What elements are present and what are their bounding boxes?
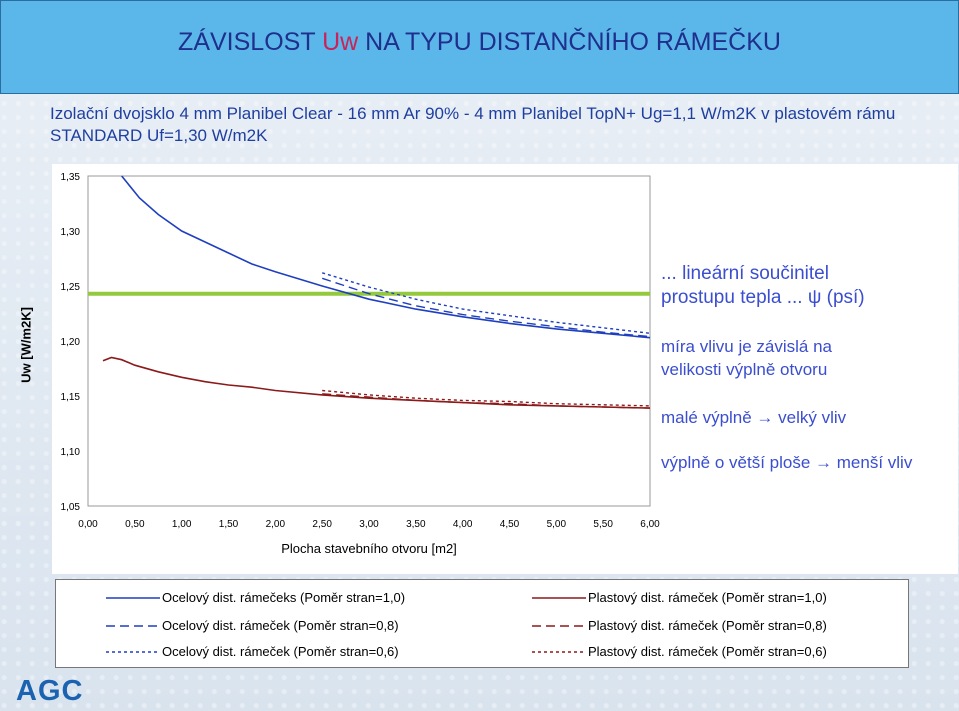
legend-swatch <box>106 625 160 627</box>
x-tick-label: 0,00 <box>78 519 98 530</box>
annotation-line1: ... lineární součinitel <box>661 263 829 284</box>
chart-legend: Ocelový dist. rámečeks (Poměr stran=1,0)… <box>55 579 909 668</box>
y-tick-label: 1,05 <box>61 502 81 513</box>
title-banner <box>0 0 959 94</box>
series-line <box>322 393 651 409</box>
legend-label: Plastový dist. rámeček (Poměr stran=0,6) <box>588 644 827 659</box>
annotation-line3: míra vlivu je závislá na <box>661 337 833 356</box>
x-tick-label: 6,00 <box>640 519 660 530</box>
series-line <box>321 272 651 334</box>
x-axis-label: Plocha stavebního otvoru [m2] <box>281 541 457 556</box>
annotation-line6: výplně o větší ploše → menší vliv <box>661 453 913 472</box>
y-tick-label: 1,35 <box>61 172 81 183</box>
legend-item: Plastový dist. rámeček (Poměr stran=1,0) <box>530 590 910 608</box>
y-tick-label: 1,30 <box>61 227 81 238</box>
x-tick-label: 4,50 <box>500 519 520 530</box>
y-tick-label: 1,10 <box>61 447 81 458</box>
series-line <box>322 389 651 407</box>
legend-item: Ocelový dist. rámeček (Poměr stran=0,8) <box>104 618 484 636</box>
x-tick-label: 1,50 <box>219 519 239 530</box>
title-highlight: Uw <box>322 28 359 56</box>
x-tick-label: 1,00 <box>172 519 192 530</box>
y-tick-label: 1,15 <box>61 392 81 403</box>
legend-item: Plastový dist. rámeček (Poměr stran=0,8) <box>530 618 910 636</box>
x-tick-label: 4,00 <box>453 519 473 530</box>
page-title: ZÁVISLOST Uw NA TYPU DISTANČNÍHO RÁMEČKU <box>0 28 959 57</box>
legend-item: Plastový dist. rámeček (Poměr stran=0,6) <box>530 644 910 662</box>
legend-swatch <box>532 597 586 599</box>
legend-item: Ocelový dist. rámečeks (Poměr stran=1,0) <box>104 590 484 608</box>
legend-label: Ocelový dist. rámeček (Poměr stran=0,6) <box>162 644 399 659</box>
series-line <box>321 277 651 338</box>
legend-label: Ocelový dist. rámeček (Poměr stran=0,8) <box>162 618 399 633</box>
x-tick-label: 5,50 <box>593 519 613 530</box>
plot-area <box>87 175 651 507</box>
x-tick-label: 5,00 <box>547 519 567 530</box>
series-line <box>102 356 651 409</box>
legend-label: Plastový dist. rámeček (Poměr stran=0,8) <box>588 618 827 633</box>
legend-item: Ocelový dist. rámeček (Poměr stran=0,6) <box>104 644 484 662</box>
x-tick-label: 2,00 <box>266 519 286 530</box>
y-axis-label: Uw [W/m2K] <box>18 307 34 383</box>
legend-label: Plastový dist. rámeček (Poměr stran=1,0) <box>588 590 827 605</box>
y-tick-label: 1,25 <box>61 282 81 293</box>
title-part2: NA TYPU DISTANČNÍHO RÁMEČKU <box>358 28 781 56</box>
legend-swatch <box>106 597 160 599</box>
legend-swatch <box>106 651 160 653</box>
annotation-line4: velikosti výplně otvoru <box>661 360 828 379</box>
legend-swatch <box>532 651 586 653</box>
agc-logo: AGC <box>16 675 84 707</box>
y-tick-label: 1,20 <box>61 337 81 348</box>
series-line <box>121 175 651 339</box>
legend-swatch <box>532 625 586 627</box>
x-tick-label: 3,00 <box>359 519 379 530</box>
legend-label: Ocelový dist. rámečeks (Poměr stran=1,0) <box>162 590 406 605</box>
x-tick-label: 0,50 <box>125 519 145 530</box>
subtitle: Izolační dvojsklo 4 mm Planibel Clear - … <box>50 104 896 145</box>
annotation-line5: malé výplně → velký vliv <box>661 408 847 427</box>
x-tick-label: 3,50 <box>406 519 426 530</box>
x-tick-label: 2,50 <box>312 519 332 530</box>
title-part1: ZÁVISLOST <box>178 28 323 56</box>
annotation-line2: prostupu tepla ... ψ (psí) <box>661 287 865 308</box>
